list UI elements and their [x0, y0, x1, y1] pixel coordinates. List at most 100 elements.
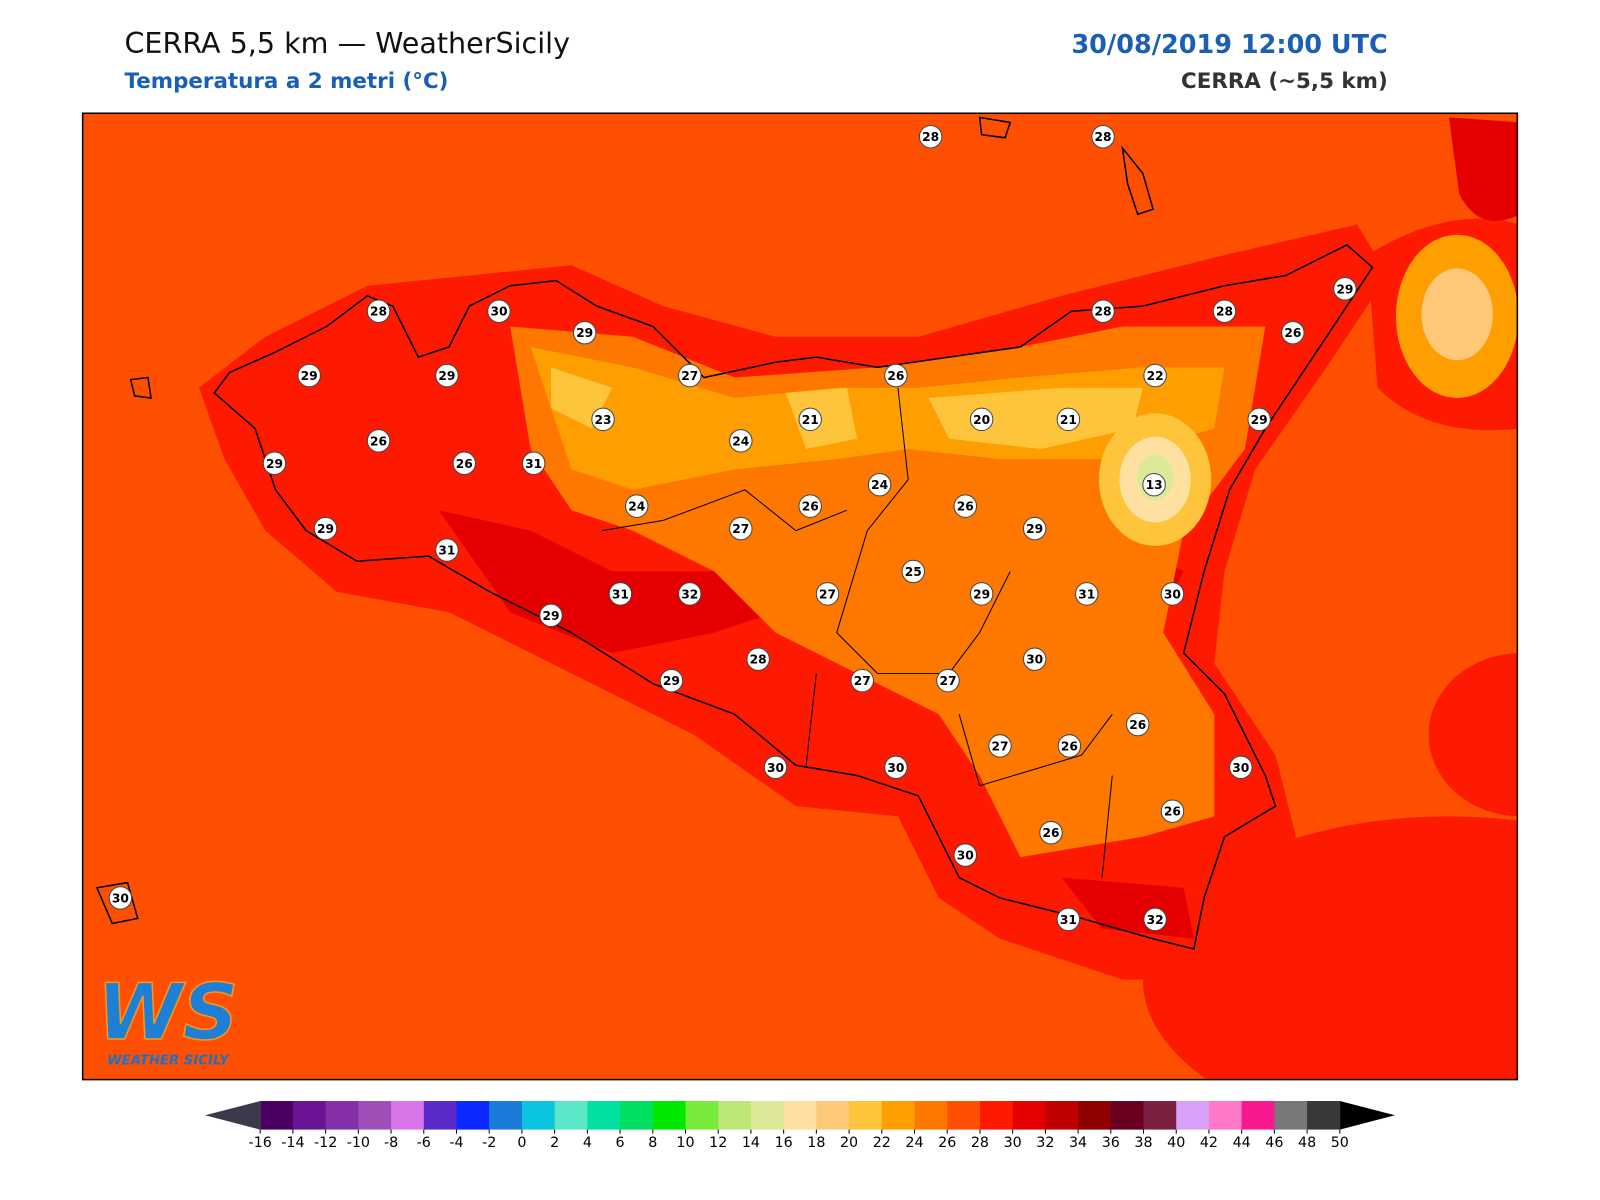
colorbar-tick-label: 32 — [1036, 1135, 1054, 1151]
station-value: 29 — [1026, 522, 1043, 536]
station: 28 — [1091, 125, 1115, 149]
station-layer: 28 28 28 30 29 29 29 27 26 28 28 29 26 22 29 23 21 20 21 26… — [108, 125, 1357, 932]
station-value: 30 — [112, 891, 129, 905]
station: 30 — [1022, 647, 1047, 671]
title: CERRA 5,5 km — WeatherSicily — [124, 26, 570, 60]
station: 32 — [1143, 907, 1167, 932]
station: 26 — [366, 429, 391, 453]
station: 28 — [918, 125, 943, 149]
station-marker — [1160, 582, 1185, 606]
colorbar-box — [979, 1101, 1014, 1130]
station: 24 — [729, 429, 753, 453]
station-value: 21 — [802, 413, 819, 427]
station-value: 27 — [732, 522, 749, 536]
station: 28 — [746, 647, 770, 671]
station: 28 — [366, 299, 391, 323]
field-zone — [1421, 268, 1493, 361]
station: 27 — [678, 363, 702, 388]
station: 24 — [867, 472, 892, 497]
field-zone — [530, 346, 1225, 490]
station: 30 — [763, 755, 788, 780]
station: 26 — [452, 451, 477, 475]
station-value: 30 — [887, 761, 904, 775]
colorbar-tick-label: -16 — [249, 1135, 272, 1151]
colorbar-tick-label: 26 — [938, 1135, 956, 1151]
station-marker — [1333, 277, 1357, 301]
station-value: 24 — [871, 478, 888, 492]
station: 30 — [487, 299, 511, 323]
field-zone — [1448, 117, 1518, 222]
station: 21 — [1056, 407, 1081, 432]
colorbar-box — [750, 1101, 785, 1130]
colorbar-box — [1176, 1101, 1210, 1130]
colorbar-tick-label: 4 — [583, 1135, 592, 1151]
colorbar-tick-label: -14 — [281, 1135, 304, 1151]
station-marker — [659, 668, 684, 693]
station-marker — [953, 494, 978, 518]
station: 26 — [1160, 799, 1185, 823]
station-marker — [1057, 734, 1082, 758]
colorbar-box — [816, 1101, 850, 1130]
colorbar-tick-label: 6 — [616, 1135, 625, 1151]
station: 31 — [1056, 907, 1081, 932]
station-value: 30 — [767, 761, 784, 775]
colorbar-box — [914, 1101, 948, 1130]
station-marker — [487, 299, 511, 323]
station: 29 — [539, 603, 563, 628]
station: 26 — [798, 494, 822, 518]
colorbar-tick-label: -6 — [417, 1135, 431, 1151]
colorbar-extend-low — [205, 1101, 261, 1130]
station-value: 26 — [1043, 826, 1060, 840]
station: 31 — [1075, 582, 1099, 606]
colorbar-box — [1110, 1101, 1145, 1130]
station: 30 — [108, 886, 133, 910]
colorbar-tick-label: 34 — [1069, 1135, 1087, 1151]
station-marker — [1143, 907, 1167, 932]
station-marker — [608, 582, 633, 606]
colorbar-extend-high — [1339, 1101, 1395, 1130]
station-marker — [884, 363, 908, 388]
station-marker — [798, 494, 822, 518]
station: 27 — [815, 582, 840, 606]
station: 29 — [435, 363, 459, 388]
colorbar-tick-label: -12 — [314, 1135, 337, 1151]
station: 28 — [1212, 299, 1237, 323]
station-value: 30 — [1232, 761, 1249, 775]
station-marker — [521, 451, 546, 475]
station-value: 13 — [1146, 478, 1163, 492]
station: 29 — [1247, 407, 1271, 432]
map-frame — [81, 112, 1519, 1081]
colorbar-box — [849, 1101, 883, 1130]
station-value: 31 — [525, 457, 542, 471]
colorbar-box — [783, 1101, 817, 1130]
station-marker — [798, 407, 822, 432]
station-marker — [850, 668, 874, 693]
station-marker — [815, 582, 840, 606]
station-marker — [1039, 820, 1063, 845]
station: 26 — [1057, 734, 1082, 758]
station-marker — [435, 538, 459, 562]
station-value: 30 — [1026, 653, 1043, 667]
station-value: 30 — [957, 849, 974, 863]
colorbar-box — [1078, 1101, 1112, 1130]
colorbar-tick-label: 36 — [1102, 1135, 1120, 1151]
station-marker — [729, 516, 753, 541]
station-marker — [678, 582, 702, 606]
colorbar-box — [1241, 1101, 1275, 1130]
station-value: 32 — [1147, 913, 1164, 927]
province-border — [601, 387, 1113, 878]
station-marker — [591, 407, 615, 432]
station-marker — [678, 363, 702, 388]
colorbar-box — [620, 1101, 654, 1130]
colorbar-tick-label: 50 — [1331, 1135, 1349, 1151]
station-value: 27 — [991, 739, 1008, 753]
station-value: 27 — [819, 587, 836, 601]
station-marker — [901, 559, 925, 584]
colorbar-box — [260, 1101, 294, 1130]
station-value: 30 — [490, 305, 507, 319]
station-marker — [884, 755, 908, 780]
station-marker — [625, 494, 649, 518]
station-marker — [1229, 755, 1253, 780]
station: 28 — [1091, 299, 1115, 323]
station: 30 — [1160, 582, 1185, 606]
